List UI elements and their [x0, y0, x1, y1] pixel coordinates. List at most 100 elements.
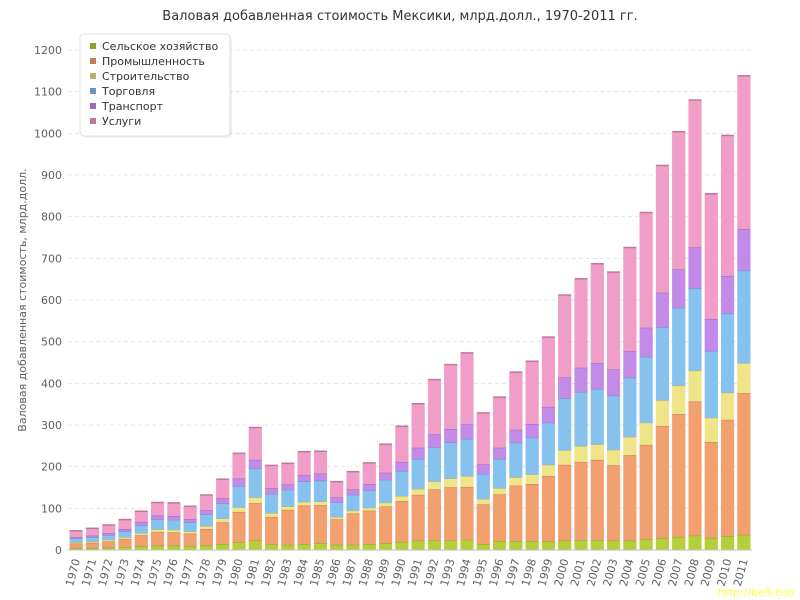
bar-segment [346, 513, 360, 545]
bar-segment [688, 401, 702, 536]
bar-segment [623, 247, 637, 352]
bar-segment [639, 212, 653, 328]
bar-segment [118, 531, 132, 538]
bar-segment [395, 426, 409, 462]
bar-segment [558, 464, 572, 541]
bar-segment [444, 441, 458, 479]
bar-segment [167, 519, 181, 530]
bar-segment [606, 395, 621, 450]
bar-segment [590, 362, 604, 389]
bar-segment [720, 135, 735, 277]
bar-segment [216, 521, 230, 544]
bar-segment [525, 473, 539, 484]
bar-segment [574, 539, 588, 551]
bar-segment [574, 367, 588, 392]
bar-segment [509, 476, 523, 486]
bar-segment [264, 465, 279, 489]
bar-segment [134, 524, 148, 534]
bar-segment [427, 433, 442, 448]
bar-segment [672, 307, 686, 386]
bar-segment [199, 528, 214, 546]
legend-swatch [90, 103, 96, 109]
bar-segment [330, 501, 344, 517]
bar-segment [541, 336, 556, 407]
bar-segment [704, 417, 718, 442]
bar-segment [525, 361, 539, 424]
bar-segment [297, 474, 311, 482]
bar-segment [558, 376, 572, 399]
bar-segment [411, 458, 425, 489]
bar-segment [346, 488, 360, 495]
bar-segment [281, 483, 295, 490]
bar-segment [639, 327, 653, 357]
bar-segment [297, 505, 311, 544]
bar-segment [737, 228, 751, 271]
bar-segment [444, 539, 458, 551]
bar-segment [704, 318, 718, 352]
bar-segment [720, 275, 735, 314]
bar-segment [525, 423, 539, 438]
bar-segment [574, 445, 588, 462]
bar-segment [476, 473, 490, 499]
bar-segment [118, 519, 132, 529]
bar-segment [460, 539, 474, 551]
bar-segment [737, 392, 751, 535]
bar-segment [492, 396, 507, 448]
bar-segment [232, 511, 246, 543]
bar-segment [183, 533, 197, 547]
bar-segment [737, 270, 751, 364]
bar-segment [102, 541, 116, 548]
bar-segment [444, 428, 458, 443]
bar-segment [509, 371, 523, 430]
bar-segment [313, 473, 328, 481]
bar-segment [606, 540, 621, 551]
bar-segment [330, 518, 344, 545]
bar-segment [639, 422, 653, 445]
bar-segment [281, 509, 295, 545]
bar-segment [216, 503, 230, 519]
bar-segment [558, 294, 572, 378]
bar-segment [623, 540, 637, 551]
bar-segment [167, 502, 181, 517]
bar-segment [720, 313, 735, 393]
bar-segment [525, 437, 539, 475]
watermark-text: http://be5.biz/ [718, 586, 796, 599]
legend-swatch [90, 43, 96, 49]
y-tick-label: 800 [41, 211, 62, 224]
bar-segment [688, 288, 702, 371]
bar-segment [167, 531, 181, 546]
bar-segment [737, 362, 751, 394]
bar-segment [395, 461, 409, 472]
bar-segment [346, 471, 360, 490]
bar-segment [362, 483, 376, 491]
bar-segment [590, 263, 604, 364]
y-axis-label: Валовая добавленная стоимость, млрд.долл… [16, 168, 29, 431]
legend-label: Торговля [101, 85, 155, 98]
bar-segment [460, 486, 474, 540]
y-tick-label: 700 [41, 252, 62, 265]
y-tick-label: 1000 [34, 127, 62, 140]
bar-segment [150, 531, 165, 546]
bar-segment [346, 494, 360, 511]
bar-segment [672, 536, 686, 551]
bar-segment [558, 540, 572, 551]
bar-segment [395, 541, 409, 551]
bar-segment [476, 463, 490, 474]
y-tick-label: 900 [41, 169, 62, 182]
bar-segment [590, 459, 604, 541]
legend-label: Промышленность [102, 55, 205, 68]
bar-segment [297, 481, 311, 502]
bar-segment [216, 478, 230, 499]
bar-segment [411, 494, 425, 541]
bar-segment [85, 542, 100, 549]
bar-segment [313, 480, 328, 502]
y-tick-label: 1200 [34, 44, 62, 57]
bar-segment [720, 535, 735, 551]
bar-segment [655, 537, 670, 551]
bar-segment [346, 544, 360, 551]
bar-segment [460, 352, 474, 425]
bar-segment [264, 516, 279, 545]
bar-segment [509, 485, 523, 542]
y-tick-label: 1100 [34, 86, 62, 99]
